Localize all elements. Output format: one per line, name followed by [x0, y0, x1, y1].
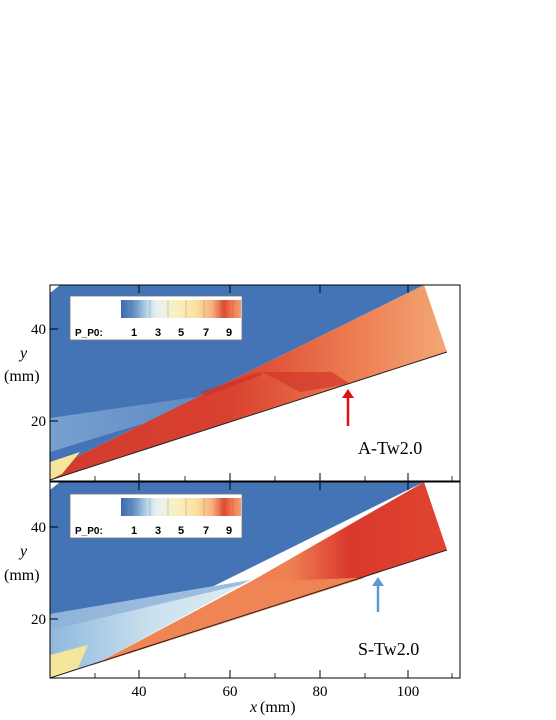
y-axis-unit-top: (mm) — [4, 368, 40, 385]
x-tick-label: 80 — [313, 684, 328, 700]
x-tick-label: 40 — [132, 684, 147, 700]
panel-bottom: P_P0: 1 3 5 7 9 S-Tw2.0 — [49, 482, 460, 679]
wall-line — [49, 351, 448, 481]
wall-line — [49, 549, 448, 679]
axes: 40 60 80 100 40 20 40 20 — [31, 285, 453, 700]
legend-tick-label: 7 — [203, 525, 209, 537]
x-axis-title: x — [249, 699, 257, 716]
solid-region — [50, 353, 460, 481]
frame-bottom — [49, 481, 461, 679]
shock-stripe — [200, 372, 262, 396]
legend-colorbar — [121, 300, 241, 318]
legend-tick-label: 3 — [155, 525, 161, 537]
yellow-wall-zone — [50, 452, 80, 480]
yellow-wall-zone — [50, 645, 88, 678]
y-tick-label: 20 — [31, 414, 46, 430]
x-axis-unit: (mm) — [260, 699, 296, 716]
case-label-a: A-Tw2.0 — [358, 438, 422, 458]
legend-tick-label: 9 — [226, 327, 232, 339]
legend-title: P_P0: — [75, 328, 103, 339]
legend-bottom: P_P0: 1 3 5 7 9 — [69, 493, 243, 539]
legend-tick-label: 5 — [178, 327, 184, 339]
legend-tick-label: 9 — [226, 525, 232, 537]
legend-tick-label: 3 — [155, 327, 161, 339]
y-tick-label: 20 — [31, 612, 46, 628]
legend-tick-label: 1 — [131, 525, 137, 537]
shock-band — [50, 285, 447, 480]
y-axis-unit-bottom: (mm) — [4, 567, 40, 584]
legend-title: P_P0: — [75, 526, 103, 537]
legend-colorbar — [121, 498, 241, 516]
y-tick-label: 40 — [31, 520, 46, 536]
expansion-wedge — [50, 580, 250, 678]
y-tick-label: 40 — [31, 322, 46, 338]
expansion-wedge-dark — [50, 580, 250, 630]
legend-tick-label: 5 — [178, 525, 184, 537]
x-tick-label: 60 — [223, 684, 238, 700]
case-label-s: S-Tw2.0 — [358, 639, 419, 659]
y-axis-title-top: y — [18, 345, 28, 362]
arrow-a — [342, 389, 354, 426]
legend-tick-label: 1 — [131, 327, 137, 339]
panel-top: P_P0: 1 3 5 7 9 A-Tw2.0 — [49, 285, 460, 481]
y-axis-title-bottom: y — [18, 543, 28, 560]
legend-tick-label: 7 — [203, 327, 209, 339]
solid-region — [50, 551, 460, 679]
legend-top: P_P0: 1 3 5 7 9 — [69, 295, 243, 341]
arrow-s — [372, 577, 384, 612]
x-tick-label: 100 — [397, 684, 420, 700]
frame-top — [49, 284, 461, 482]
reflection-band — [262, 372, 350, 392]
